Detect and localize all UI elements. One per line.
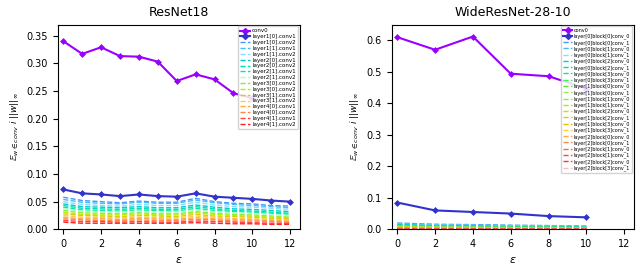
Title: WideResNet-28-10: WideResNet-28-10 [454, 6, 571, 19]
Y-axis label: $\mathbb{E}_{w \in conv}$ $i$ $||w||_\infty$: $\mathbb{E}_{w \in conv}$ $i$ $||w||_\in… [8, 93, 20, 161]
X-axis label: $\varepsilon$: $\varepsilon$ [509, 255, 516, 265]
Y-axis label: $\mathbb{E}_{w \in conv}$ $i$ $||w||_\infty$: $\mathbb{E}_{w \in conv}$ $i$ $||w||_\in… [348, 93, 361, 161]
X-axis label: $\varepsilon$: $\varepsilon$ [175, 255, 182, 265]
Legend: conv0, layer1[0].conv1, layer1[0].conv2, layer1[1].conv1, layer1[1].conv2, layer: conv0, layer1[0].conv1, layer1[0].conv2,… [237, 26, 298, 129]
Title: ResNet18: ResNet18 [148, 6, 209, 19]
Legend: conv0, layer[0]block[0]conv_0, layer[0]block[0]conv_1, layer[0]block[1]conv_0, l: conv0, layer[0]block[0]conv_0, layer[0]b… [561, 26, 632, 173]
